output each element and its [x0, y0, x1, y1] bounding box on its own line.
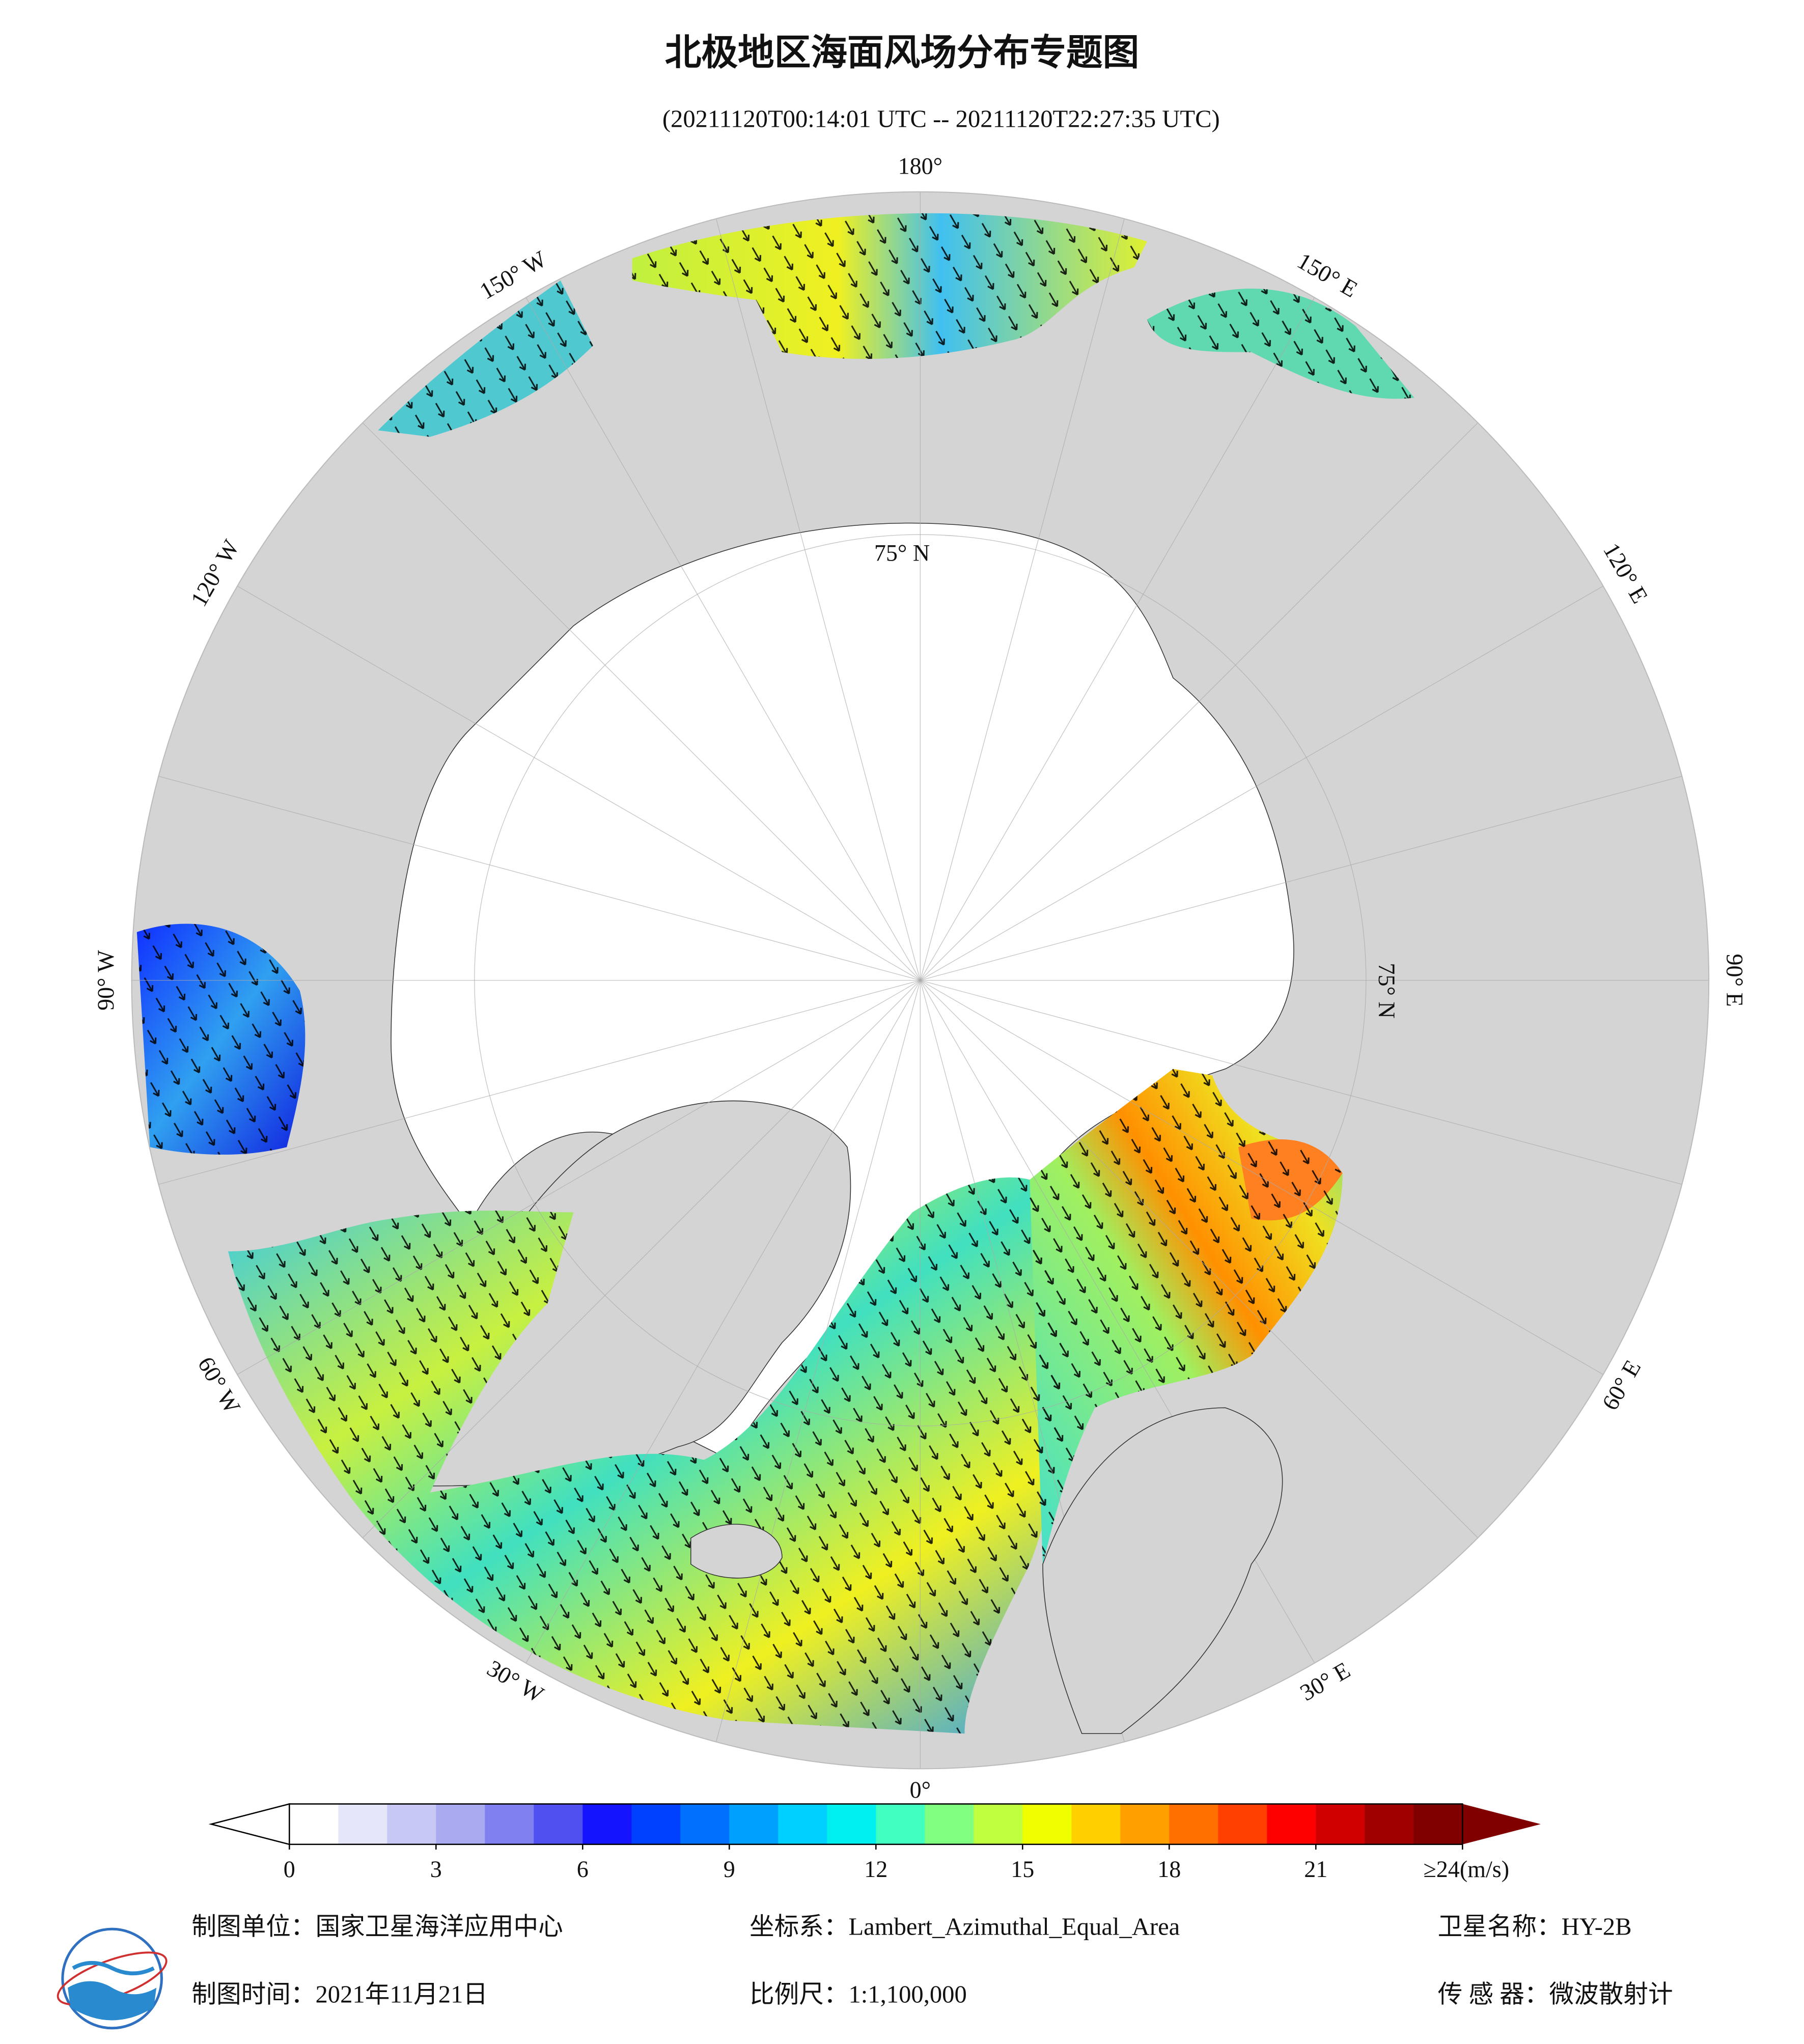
- latitude-label: 75° N: [874, 540, 930, 566]
- colorbar-over: [1462, 1804, 1541, 1844]
- meridian: [920, 422, 1478, 981]
- colorbar-tick-label: 3: [430, 1856, 442, 1882]
- colorbar-segment: [1022, 1804, 1072, 1844]
- colorbar-segment: [436, 1804, 486, 1844]
- colorbar-segment: [876, 1804, 926, 1844]
- subtitle: (20211120T00:14:01 UTC -- 20211120T22:27…: [662, 105, 1220, 133]
- colorbar-segment: [387, 1804, 437, 1844]
- longitude-label: 180°: [898, 153, 943, 179]
- colorbar-segment: [1413, 1804, 1463, 1844]
- colorbar-tick-label: 15: [1011, 1856, 1034, 1882]
- meridian: [715, 218, 921, 981]
- colorbar-segment: [778, 1804, 828, 1844]
- colorbar-tick-label: 6: [577, 1856, 589, 1882]
- colorbar-segment: [1267, 1804, 1317, 1844]
- colorbar-segment: [582, 1804, 632, 1844]
- footer-date: 制图时间：2021年11月21日: [191, 1981, 488, 2008]
- meridian: [158, 979, 921, 1185]
- logo: [57, 1927, 168, 2030]
- meridian: [525, 297, 921, 981]
- longitude-label: 0°: [910, 1777, 931, 1803]
- colorbar-segment: [925, 1804, 975, 1844]
- map-border: [131, 191, 1710, 1770]
- colorbar-segment: [1169, 1804, 1219, 1844]
- meridian: [920, 218, 1125, 981]
- latitude-label: 75° N: [1374, 963, 1400, 1018]
- colorbar: 0 3 6 9 12 15 18 21 ≥24(m/s): [208, 1803, 1541, 1882]
- colorbar-segment: [1071, 1804, 1121, 1844]
- colorbar-segment: [338, 1804, 388, 1844]
- longitude-label: 90° E: [1722, 954, 1748, 1007]
- colorbar-tick-label: 9: [724, 1856, 735, 1882]
- meridian: [237, 585, 921, 981]
- meridian: [362, 422, 921, 981]
- colorbar-segment: [1120, 1804, 1170, 1844]
- footer-unit: 制图单位：国家卫星海洋应用中心: [191, 1913, 563, 1940]
- footer-satellite: 卫星名称：HY-2B: [1438, 1913, 1632, 1940]
- meridian: [920, 585, 1603, 981]
- footer-scale: 比例尺：1:1,100,000: [750, 1981, 967, 2008]
- meridian: [920, 980, 1603, 1375]
- title: 北极地区海面风场分布专题图: [665, 31, 1140, 74]
- colorbar-tick-label: 18: [1157, 1856, 1181, 1882]
- wind-vectors: [136, 213, 1414, 1734]
- iceland: [690, 1524, 783, 1579]
- meridian: [237, 980, 921, 1375]
- meridian: [158, 776, 921, 981]
- colorbar-under: [208, 1803, 290, 1845]
- footer-sensor: 传 感 器：微波散射计: [1438, 1981, 1673, 2008]
- colorbar-tick-label: ≥24(m/s): [1423, 1856, 1509, 1882]
- colorbar-segment: [1316, 1804, 1366, 1844]
- meridian: [715, 980, 921, 1742]
- colorbar-tick-label: 0: [284, 1856, 295, 1882]
- footer-projection: 坐标系：Lambert_Azimuthal_Equal_Area: [750, 1913, 1180, 1940]
- meridian: [362, 980, 921, 1538]
- scandinavia: [1042, 1407, 1283, 1734]
- meridian: [920, 776, 1682, 981]
- colorbar-segment: [974, 1804, 1023, 1844]
- map: [131, 191, 1709, 1769]
- meridian: [920, 297, 1315, 981]
- colorbar-segment: [827, 1804, 877, 1844]
- colorbar-segment: [631, 1804, 681, 1844]
- parallel: [474, 534, 1367, 1426]
- longitude-label: 90° W: [93, 950, 119, 1011]
- meridian: [525, 980, 921, 1664]
- colorbar-segment: [1218, 1804, 1268, 1844]
- colorbar-segment: [485, 1804, 535, 1844]
- colorbar-segment: [534, 1804, 584, 1844]
- colorbar-tick-label: 12: [864, 1856, 887, 1882]
- meridian: [920, 980, 1478, 1538]
- meridian: [920, 979, 1682, 1185]
- colorbar-segment: [729, 1804, 779, 1844]
- colorbar-segment: [680, 1804, 730, 1844]
- graticule: [131, 191, 1709, 1769]
- colorbar-segment: [1365, 1804, 1414, 1844]
- colorbar-segment: [289, 1804, 339, 1844]
- colorbar-tick-label: 21: [1304, 1856, 1327, 1882]
